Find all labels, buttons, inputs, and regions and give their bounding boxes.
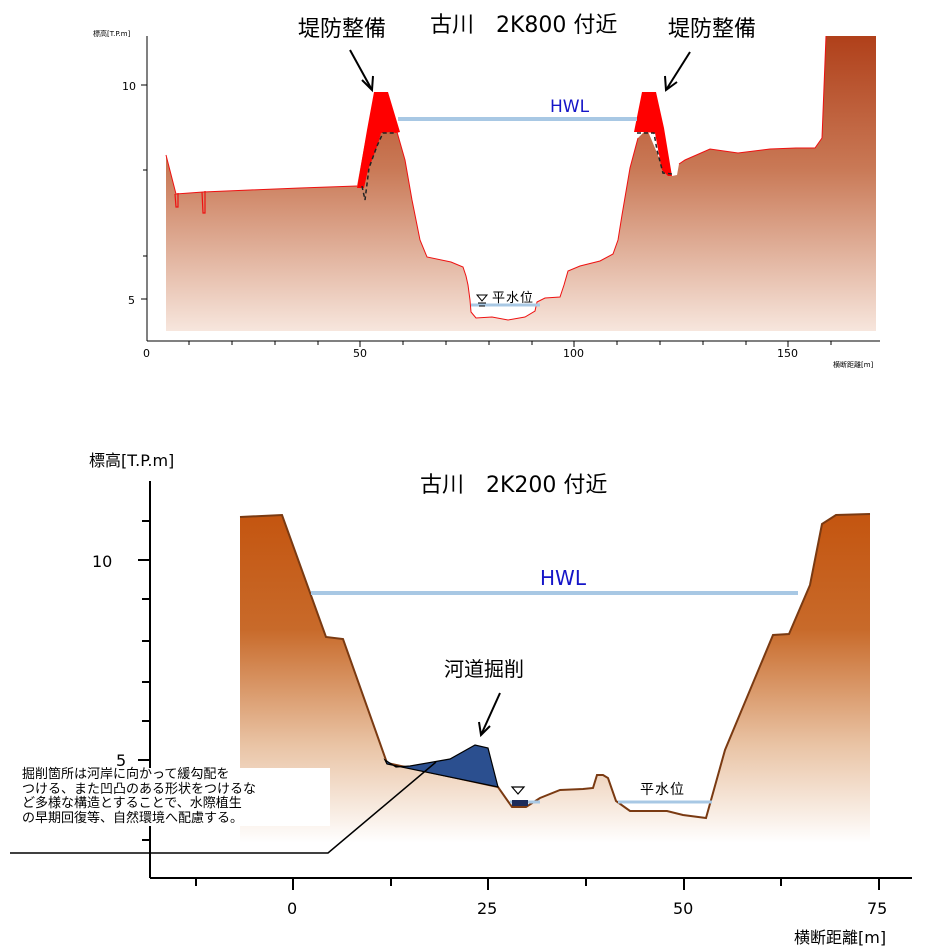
top-xtick-50: 50 [353, 347, 367, 360]
top-levee-right-arrow-icon [664, 51, 691, 92]
top-xtick-0: 0 [143, 347, 150, 360]
top-ylabel: 標高[T.P.m] [93, 29, 131, 38]
top-ditch-2 [201, 191, 206, 214]
bottom-section: HWL 平水位 10 5 0 25 50 75 標高[T.P.m] 横断距離[m [10, 451, 912, 947]
bottom-ytick-10: 10 [92, 552, 112, 571]
bottom-xtick-50: 50 [673, 899, 693, 918]
top-levee-left-label: 堤防整備 [298, 17, 386, 42]
top-xtick-100: 100 [563, 347, 584, 360]
top-levee-left-arrow-icon [349, 49, 374, 93]
bottom-note-leader [10, 761, 437, 854]
bottom-water-marker-icon [510, 786, 526, 795]
top-y-ticks [141, 84, 147, 300]
top-title: 古川 2K800 付近 [430, 13, 617, 38]
bottom-ground [240, 514, 870, 843]
bottom-water-pool [512, 800, 528, 806]
bottom-excavation-arrow-icon [478, 692, 501, 738]
top-x-ticks [188, 341, 832, 347]
top-water-marker-icon [475, 294, 489, 307]
top-levee-left [357, 92, 400, 188]
top-existing-right [637, 132, 675, 177]
bottom-ytick-5: 5 [116, 751, 126, 770]
bottom-xtick-75: 75 [867, 899, 887, 918]
bottom-xtick-0: 0 [287, 899, 297, 918]
top-ytick-10: 10 [122, 80, 136, 93]
bottom-title: 古川 2K200 付近 [420, 473, 607, 498]
top-levee-right [634, 92, 672, 176]
top-section: HWL 平水位 10 5 0 50 100 150 標高[T.P.m] 横断距離… [93, 13, 880, 369]
bottom-xtick-25: 25 [477, 899, 497, 918]
bottom-xlabel: 横断距離[m] [794, 928, 886, 947]
bottom-x-ticks [195, 878, 880, 890]
bottom-ylabel: 標高[T.P.m] [89, 451, 174, 470]
bottom-excavation-label: 河道掘削 [444, 657, 524, 681]
top-xtick-150: 150 [777, 347, 798, 360]
top-xlabel: 横断距離[m] [833, 360, 874, 369]
bottom-hwl-label: HWL [540, 566, 587, 590]
top-ytick-5: 5 [128, 294, 135, 307]
top-levee-right-label: 堤防整備 [668, 17, 756, 42]
top-existing-left [361, 132, 396, 201]
top-water-label: 平水位 [492, 291, 534, 306]
top-ground [166, 36, 876, 331]
top-ground-outline [165, 35, 827, 321]
top-ditch-1 [174, 193, 179, 208]
bottom-water-label: 平水位 [640, 782, 685, 798]
top-hwl-label: HWL [550, 97, 590, 117]
bottom-note: 掘削箇所は河岸に向かって緩勾配を つける、また凹凸のある形状をつけるな ど多様な… [22, 767, 330, 826]
